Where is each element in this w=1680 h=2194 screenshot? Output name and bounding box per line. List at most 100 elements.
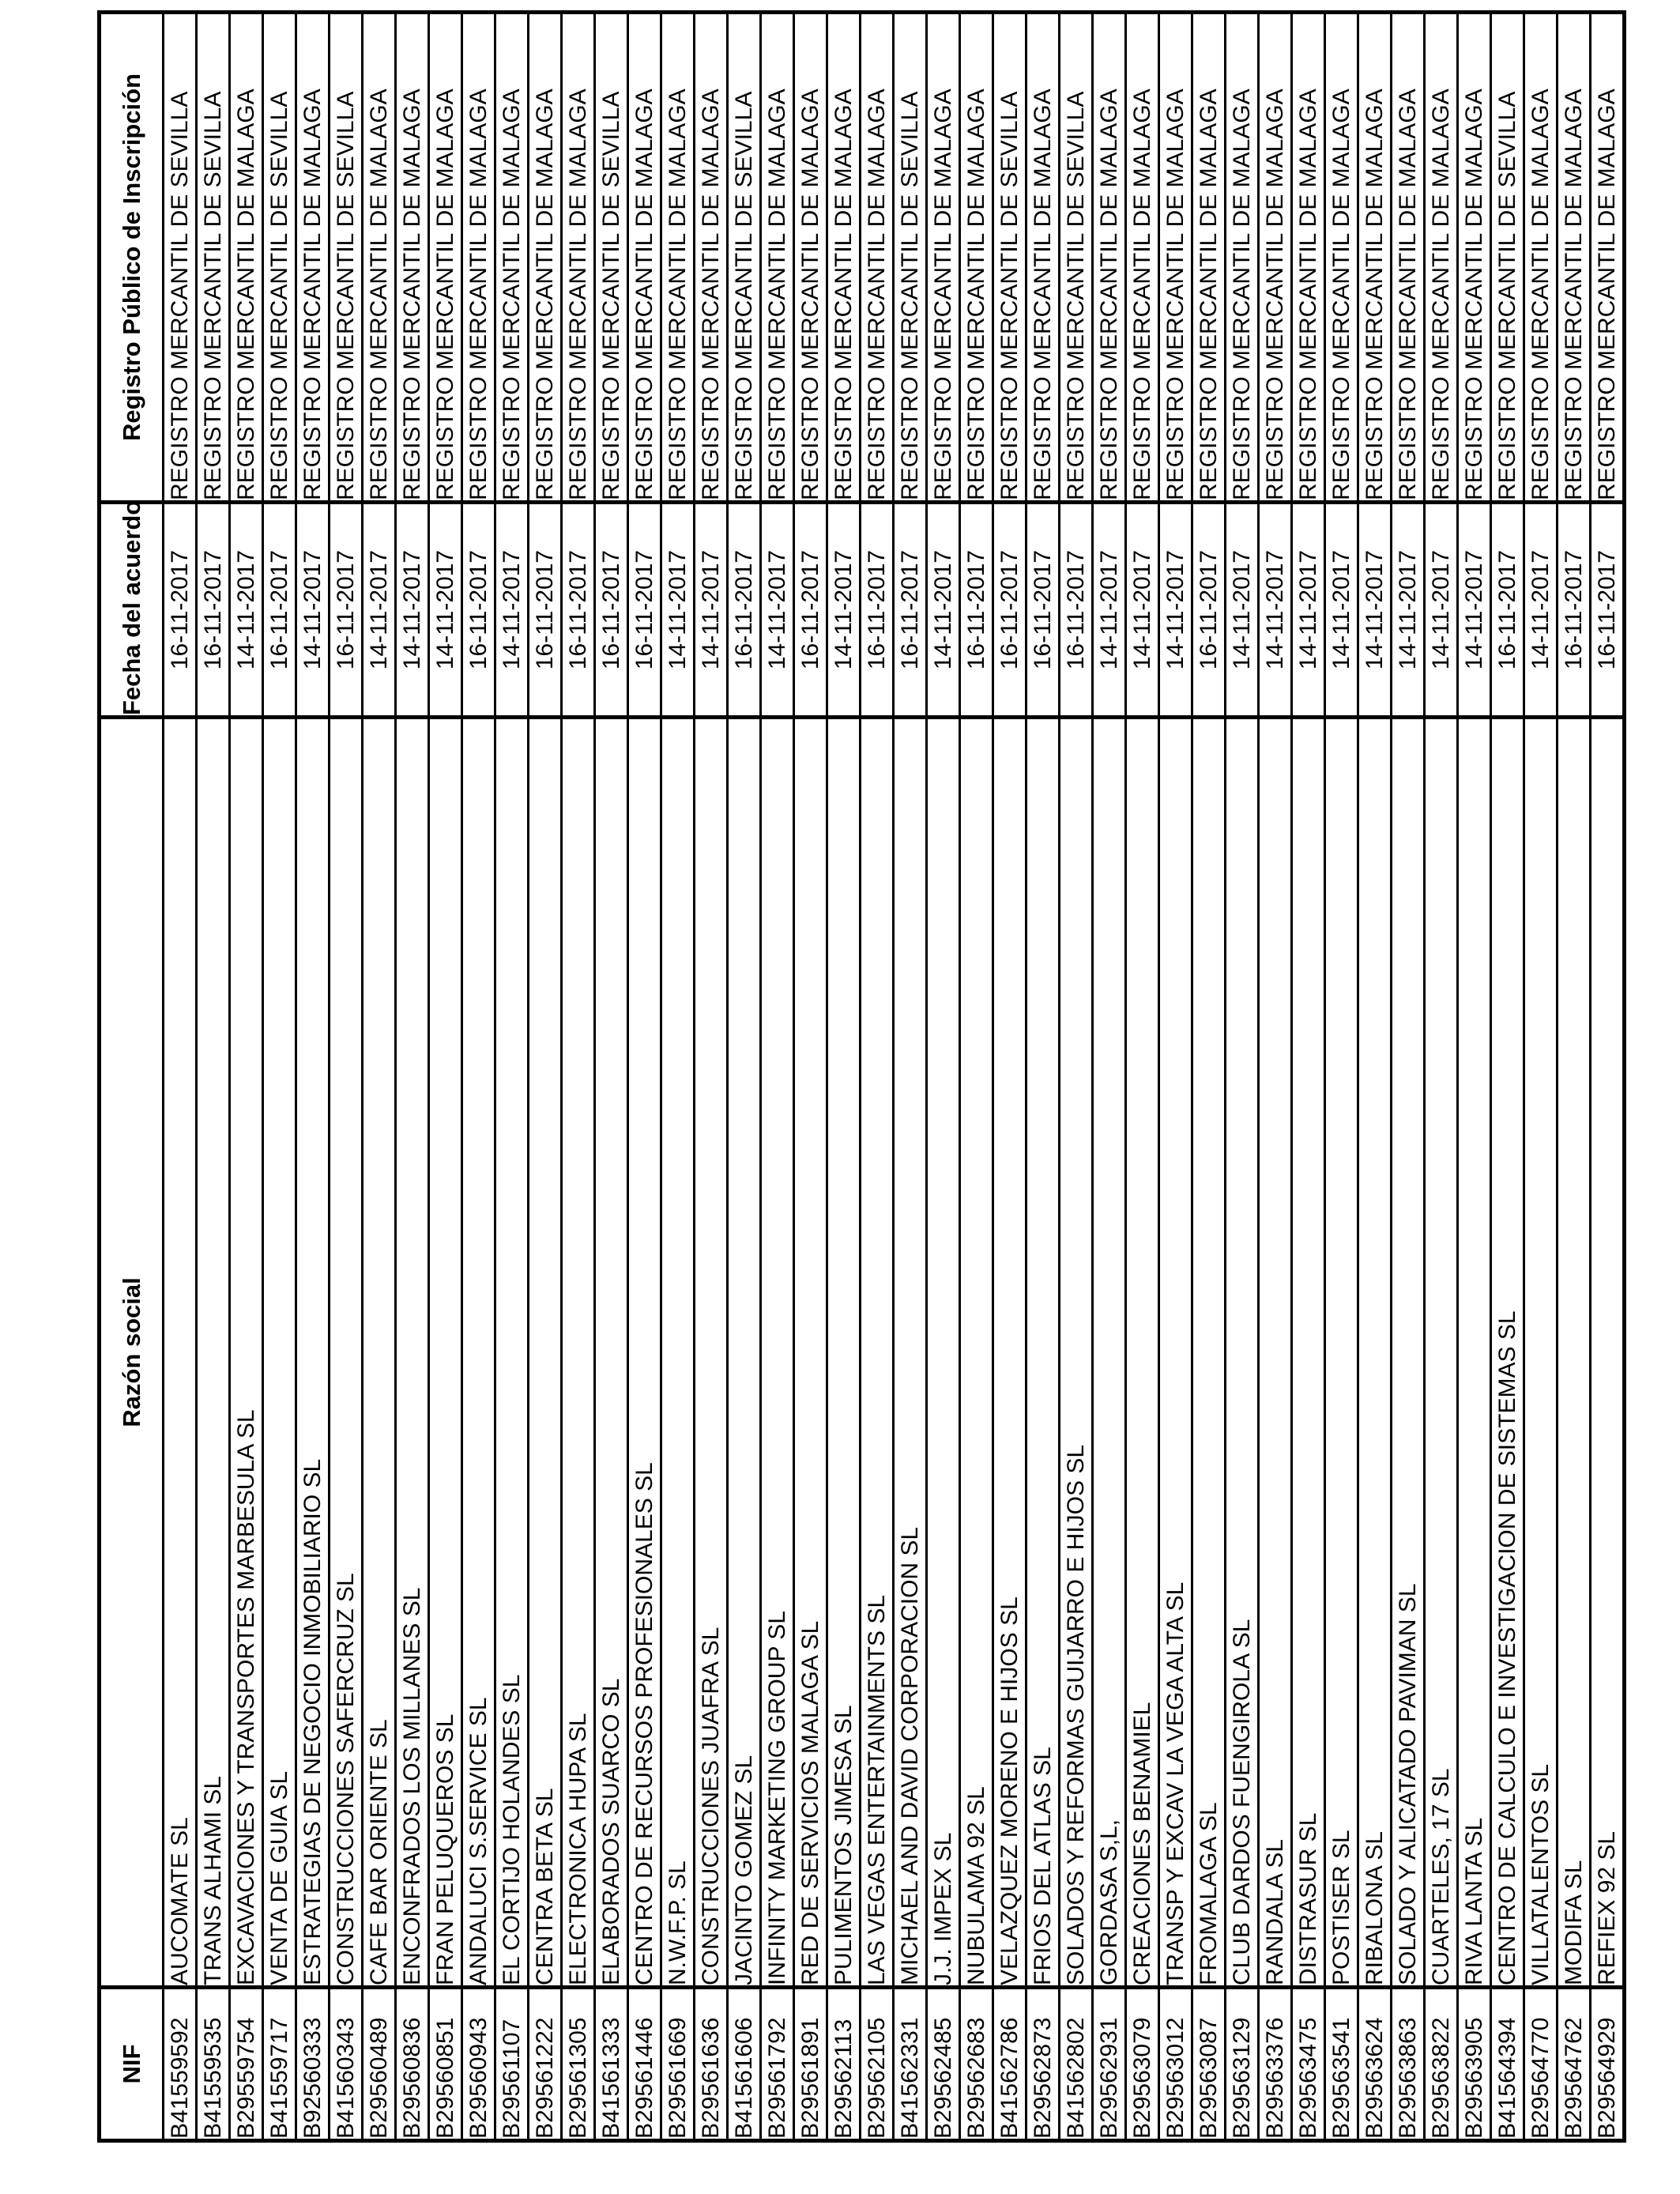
nif-cell: B29563624 (1358, 1987, 1392, 2141)
registro-cell: REGISTRO MERCANTIL DE MALAGA (1358, 12, 1392, 503)
table-row: B29563079 CREACIONES BENAMIEL 14-11-2017 RE… (1125, 12, 1159, 2141)
razon-social-cell: VENTA DE GUIA SL (262, 717, 296, 1988)
registry-table: NIF Razón social Fecha del acuerdo Regis… (97, 10, 1626, 2143)
registro-cell: REGISTRO MERCANTIL DE SEVILLA (993, 12, 1026, 503)
table-row: B29562113 PULIMENTOS JIMESA SL 14-11-2017 R… (827, 12, 861, 2141)
registro-cell: REGISTRO MERCANTIL DE SEVILLA (893, 12, 927, 503)
registro-cell: REGISTRO MERCANTIL DE MALAGA (760, 12, 794, 503)
fecha-acuerdo-cell: 16-11-2017 (163, 502, 197, 718)
nif-cell: B92560333 (296, 1987, 330, 2141)
razon-social-cell: CAFE BAR ORIENTE SL (362, 717, 396, 1988)
nif-cell: B29560836 (395, 1987, 429, 2141)
fecha-acuerdo-cell: 16-11-2017 (1590, 502, 1625, 718)
table-row: B41564394 CENTRO DE CALCULO E INVESTIGACI… (1490, 12, 1524, 2141)
table-row: B29564770 VILLATALENTOS SL 14-11-2017 REGIS… (1524, 12, 1558, 2141)
razon-social-cell: CENTRA BETA SL (528, 717, 562, 1988)
table-row: B29562873 FRIOS DEL ATLAS SL 16-11-2017 REG… (1026, 12, 1060, 2141)
razon-social-cell: FROMALAGA SL (1192, 717, 1226, 1988)
registro-cell: REGISTRO MERCANTIL DE MALAGA (1391, 12, 1425, 503)
fecha-acuerdo-cell: 16-11-2017 (561, 502, 595, 718)
razon-social-cell: RANDALA SL (1258, 717, 1292, 1988)
razon-social-cell: ENCONFRADOS LOS MILLANES SL (395, 717, 429, 1988)
nif-cell: B41561333 (594, 1987, 628, 2141)
fecha-acuerdo-cell: 14-11-2017 (296, 502, 330, 718)
fecha-acuerdo-cell: 14-11-2017 (1457, 502, 1491, 718)
column-header-registro: Registro Público de Inscripción (99, 12, 164, 503)
rotated-table-inner: NIF Razón social Fecha del acuerdo Regis… (97, 10, 1626, 2143)
registro-cell: REGISTRO MERCANTIL DE MALAGA (793, 12, 827, 503)
table-row: B41559592 AUCOMATE SL 16-11-2017 REGISTRO M… (163, 12, 197, 2141)
razon-social-cell: ELABORADOS SUARCO SL (594, 717, 628, 1988)
fecha-acuerdo-cell: 16-11-2017 (528, 502, 562, 718)
razon-social-cell: EXCAVACIONES Y TRANSPORTES MARBESULA SL (229, 717, 263, 1988)
table-row: B29560851 FRAN PELUQUEROS SL 14-11-2017 REG… (428, 12, 462, 2141)
nif-cell: B29563905 (1457, 1987, 1491, 2141)
nif-cell: B29563012 (1158, 1987, 1192, 2141)
nif-cell: B29564770 (1524, 1987, 1558, 2141)
razon-social-cell: ANDALUCI S.SERVICE SL (461, 717, 495, 1988)
table-row: B29563822 CUARTELES, 17 SL 14-11-2017 REGIS… (1424, 12, 1458, 2141)
fecha-acuerdo-cell: 14-11-2017 (1258, 502, 1292, 718)
fecha-acuerdo-cell: 16-11-2017 (1557, 502, 1591, 718)
nif-cell: B41560343 (329, 1987, 363, 2141)
fecha-acuerdo-cell: 16-11-2017 (993, 502, 1026, 718)
nif-cell: B29561792 (760, 1987, 794, 2141)
fecha-acuerdo-cell: 16-11-2017 (1026, 502, 1060, 718)
nif-cell: B29563475 (1291, 1987, 1325, 2141)
nif-cell: B29561669 (661, 1987, 695, 2141)
registro-cell: REGISTRO MERCANTIL DE MALAGA (561, 12, 595, 503)
registro-cell: REGISTRO MERCANTIL DE MALAGA (827, 12, 861, 503)
table-row: B41562802 SOLADOS Y REFORMAS GUIJARRO E H… (1059, 12, 1093, 2141)
razon-social-cell: RED DE SERVICIOS MALAGA SL (793, 717, 827, 1988)
table-row: B29563905 RIVA LANTA SL 14-11-2017 REGISTRO… (1457, 12, 1491, 2141)
razon-social-cell: EL CORTIJO HOLANDES SL (495, 717, 529, 1988)
table-row: B29564929 REFIEX 92 SL 16-11-2017 REGISTRO … (1590, 12, 1625, 2141)
registro-cell: REGISTRO MERCANTIL DE MALAGA (495, 12, 529, 503)
registro-cell: REGISTRO MERCANTIL DE SEVILLA (727, 12, 761, 503)
column-header-razon-social: Razón social (99, 717, 164, 1988)
table-row: B92560333 ESTRATEGIAS DE NEGOCIO INMOBILI… (296, 12, 330, 2141)
registro-cell: REGISTRO MERCANTIL DE MALAGA (428, 12, 462, 503)
table-row: B41562331 MICHAEL AND DAVID CORPORACION S… (893, 12, 927, 2141)
razon-social-cell: CONSTRUCCIONES JUAFRA SL (694, 717, 728, 1988)
table-row: B29562683 NUBULAMA 92 SL 16-11-2017 REGISTR… (959, 12, 993, 2141)
table-row: B29563863 SOLADO Y ALICATADO PAVIMAN SL 14… (1391, 12, 1425, 2141)
table-row: B29563541 POSTISER SL 14-11-2017 REGISTRO M… (1324, 12, 1358, 2141)
table-row: B41562786 VELAZQUEZ MORENO E HIJOS SL 16-1… (993, 12, 1026, 2141)
razon-social-cell: RIVA LANTA SL (1457, 717, 1491, 1988)
registro-cell: REGISTRO MERCANTIL DE MALAGA (1524, 12, 1558, 503)
registro-cell: REGISTRO MERCANTIL DE MALAGA (1125, 12, 1159, 503)
table-row: B29561305 ELECTRONICA HUPA SL 16-11-2017 RE… (561, 12, 595, 2141)
registro-cell: REGISTRO MERCANTIL DE MALAGA (229, 12, 263, 503)
razon-social-cell: CREACIONES BENAMIEL (1125, 717, 1159, 1988)
razon-social-cell: CLUB DARDOS FUENGIROLA SL (1225, 717, 1259, 1988)
nif-cell: B41559535 (196, 1987, 230, 2141)
registro-cell: REGISTRO MERCANTIL DE MALAGA (296, 12, 330, 503)
table-row: B29563012 TRANSP Y EXCAV LA VEGA ALTA SL 1… (1158, 12, 1192, 2141)
razon-social-cell: J.J. IMPEX SL (926, 717, 960, 1988)
razon-social-cell: JACINTO GOMEZ SL (727, 717, 761, 1988)
registro-cell: REGISTRO MERCANTIL DE MALAGA (461, 12, 495, 503)
razon-social-cell: TRANSP Y EXCAV LA VEGA ALTA SL (1158, 717, 1192, 1988)
registro-cell: REGISTRO MERCANTIL DE SEVILLA (1059, 12, 1093, 503)
razon-social-cell: SOLADO Y ALICATADO PAVIMAN SL (1391, 717, 1425, 1988)
registro-cell: REGISTRO MERCANTIL DE MALAGA (1590, 12, 1625, 503)
column-header-fecha-acuerdo: Fecha del acuerdo (99, 502, 164, 718)
nif-cell: B41561606 (727, 1987, 761, 2141)
registro-cell: REGISTRO MERCANTIL DE MALAGA (395, 12, 429, 503)
table-row: B29560489 CAFE BAR ORIENTE SL 14-11-2017 RE… (362, 12, 396, 2141)
razon-social-cell: MODIFA SL (1557, 717, 1591, 1988)
registro-cell: REGISTRO MERCANTIL DE MALAGA (1557, 12, 1591, 503)
registro-cell: REGISTRO MERCANTIL DE MALAGA (926, 12, 960, 503)
registro-cell: REGISTRO MERCANTIL DE MALAGA (860, 12, 894, 503)
nif-cell: B41564394 (1490, 1987, 1524, 2141)
razon-social-cell: CONSTRUCCIONES SAFERCRUZ SL (329, 717, 363, 1988)
registro-cell: REGISTRO MERCANTIL DE MALAGA (1158, 12, 1192, 503)
razon-social-cell: CUARTELES, 17 SL (1424, 717, 1458, 1988)
table-row: B29563129 CLUB DARDOS FUENGIROLA SL 14-11-… (1225, 12, 1259, 2141)
table-row: B29563475 DISTRASUR SL 14-11-2017 REGISTRO … (1291, 12, 1325, 2141)
nif-cell: B29559754 (229, 1987, 263, 2141)
table-row: B41560343 CONSTRUCCIONES SAFERCRUZ SL 16-1… (329, 12, 363, 2141)
fecha-acuerdo-cell: 14-11-2017 (229, 502, 263, 718)
